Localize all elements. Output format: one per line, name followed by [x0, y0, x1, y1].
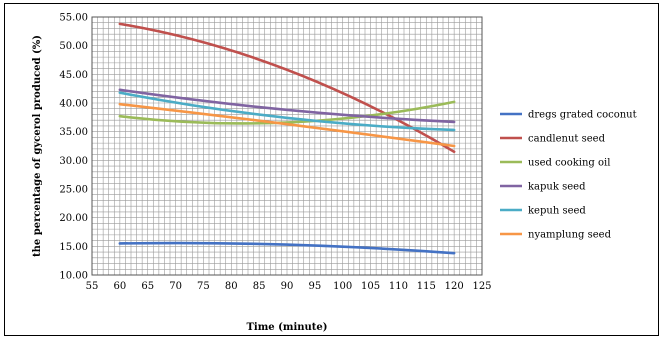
x-tick-label: 65 [141, 281, 154, 292]
x-axis-ticks: 55 60 65 70 75 80 85 90 95 100 105 110 115 120 125 [86, 281, 492, 292]
x-tick-label: 90 [281, 281, 294, 292]
legend: dregs grated coconut candlenut seed used c… [500, 110, 637, 241]
y-tick-label: 50.00 [59, 41, 88, 52]
legend-label: candlenut seed [528, 134, 606, 145]
x-axis-title: Time (minute) [246, 322, 327, 333]
x-tick-label: 60 [113, 281, 126, 292]
x-tick-label: 80 [225, 281, 238, 292]
x-tick-label: 115 [417, 281, 436, 292]
x-tick-label: 70 [169, 281, 182, 292]
x-tick-label: 110 [389, 281, 408, 292]
x-tick-label: 85 [253, 281, 266, 292]
legend-label: nyamplung seed [528, 230, 612, 241]
y-tick-label: 35.00 [59, 127, 88, 138]
series-line [118, 241, 456, 255]
y-tick-label: 45.00 [59, 70, 88, 81]
x-tick-label: 125 [472, 281, 491, 292]
y-axis-title: the percentage of gycerol produced (%) [32, 35, 43, 257]
legend-label: kapuk seed [528, 182, 586, 193]
legend-label: kepuh seed [528, 206, 586, 217]
y-tick-label: 10.00 [59, 271, 88, 282]
y-tick-label: 20.00 [59, 213, 88, 224]
y-tick-label: 15.00 [59, 242, 88, 253]
x-tick-label: 100 [333, 281, 352, 292]
x-tick-label: 55 [86, 281, 99, 292]
x-tick-label: 120 [445, 281, 464, 292]
series-line [118, 91, 456, 132]
x-tick-label: 95 [308, 281, 321, 292]
x-tick-label: 75 [197, 281, 210, 292]
grid [91, 16, 483, 276]
series-line [118, 22, 456, 154]
series-line [118, 102, 456, 148]
series-line [118, 100, 456, 125]
plot-area [91, 16, 483, 276]
y-axis-ticks: 10.00 15.00 20.00 25.00 30.00 35.00 40.00 45.00… [59, 13, 88, 282]
y-tick-label: 55.00 [59, 13, 88, 24]
legend-label: used cooking oil [528, 158, 610, 169]
y-tick-label: 30.00 [59, 156, 88, 167]
x-tick-label: 105 [361, 281, 380, 292]
series-lines [118, 22, 456, 255]
legend-label: dregs grated coconut [528, 110, 637, 121]
series-line [118, 88, 456, 124]
y-tick-label: 25.00 [59, 185, 88, 196]
y-tick-label: 40.00 [59, 99, 88, 110]
